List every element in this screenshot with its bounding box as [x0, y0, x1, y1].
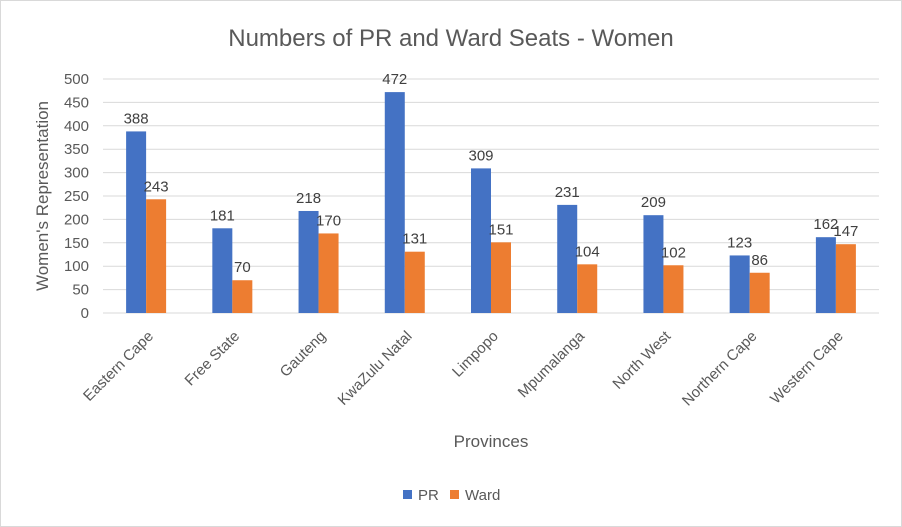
bar-pr — [126, 131, 147, 313]
x-tick-label: Limpopo — [449, 328, 502, 381]
data-label-pr: 309 — [468, 147, 493, 164]
x-tick-label: Eastern Cape — [80, 328, 157, 405]
x-tick-label: Free State — [182, 328, 244, 390]
x-axis-title: Provinces — [454, 432, 529, 451]
data-label-pr: 231 — [555, 184, 580, 201]
bar-ward — [749, 272, 770, 313]
data-label-ward: 102 — [661, 244, 686, 261]
legend: PR Ward — [403, 487, 500, 504]
bar-ward — [577, 264, 598, 313]
x-tick-label: Western Cape — [767, 328, 847, 408]
data-label-ward: 70 — [234, 259, 251, 276]
data-labels: 388 243 181 70 218 170 472 131 309 151 231 104 209 10… — [124, 71, 859, 276]
x-axis-ticks: Eastern Cape Free State Gauteng KwaZulu Nat… — [80, 327, 847, 409]
data-label-ward: 170 — [316, 212, 341, 229]
bar-pr — [471, 168, 491, 313]
y-tick-label: 400 — [64, 118, 89, 135]
bar-pr — [212, 228, 233, 313]
x-tick-label: KwaZulu Natal — [335, 328, 416, 409]
legend-label-ward: Ward — [465, 487, 500, 504]
data-label-ward: 86 — [751, 252, 768, 269]
legend-swatch-pr — [403, 490, 412, 499]
y-axis-title: Women's Representation — [33, 101, 52, 291]
bars — [126, 92, 856, 313]
data-label-pr: 218 — [296, 190, 321, 207]
data-label-ward: 243 — [144, 178, 169, 195]
chart-title: Numbers of PR and Ward Seats - Women — [228, 25, 674, 52]
data-label-pr: 162 — [813, 216, 838, 233]
data-label-pr: 209 — [641, 194, 666, 211]
y-tick-label: 350 — [64, 141, 89, 158]
y-tick-label: 50 — [72, 282, 89, 299]
x-tick-label: North West — [609, 327, 674, 392]
y-tick-label: 250 — [64, 188, 89, 205]
bar-ward — [146, 199, 167, 313]
y-tick-label: 100 — [64, 258, 89, 275]
bar-ward — [318, 233, 339, 313]
bar-pr — [384, 92, 405, 313]
x-tick-label: Northern Cape — [679, 328, 761, 410]
data-label-pr: 181 — [210, 207, 235, 224]
data-label-ward: 147 — [833, 223, 858, 240]
data-label-pr: 388 — [124, 110, 149, 127]
x-tick-label: Gauteng — [277, 328, 330, 381]
data-label-pr: 472 — [382, 71, 407, 88]
bar-pr — [298, 210, 319, 313]
legend-label-pr: PR — [418, 487, 439, 504]
y-tick-label: 450 — [64, 94, 89, 111]
bar-ward — [835, 244, 856, 313]
y-tick-label: 500 — [64, 71, 89, 88]
data-label-ward: 131 — [402, 231, 427, 248]
data-label-pr: 123 — [727, 234, 752, 251]
y-tick-label: 150 — [64, 235, 89, 252]
bar-pr — [557, 204, 578, 313]
bar-pr — [729, 255, 750, 313]
y-axis-ticks: 0 50 100 150 200 250 300 350 400 450 500 — [64, 71, 89, 322]
data-label-ward: 151 — [488, 221, 513, 238]
bar-ward — [232, 280, 253, 313]
bar-pr — [815, 237, 836, 313]
data-label-ward: 104 — [575, 243, 600, 260]
x-tick-label: Mpumalanga — [515, 327, 589, 401]
y-tick-label: 0 — [81, 305, 89, 322]
bar-pr — [643, 215, 664, 313]
y-tick-label: 300 — [64, 165, 89, 182]
y-tick-label: 200 — [64, 211, 89, 228]
bar-ward — [404, 251, 425, 313]
bar-ward — [491, 242, 511, 313]
bar-ward — [663, 265, 684, 313]
legend-swatch-ward — [450, 490, 459, 499]
